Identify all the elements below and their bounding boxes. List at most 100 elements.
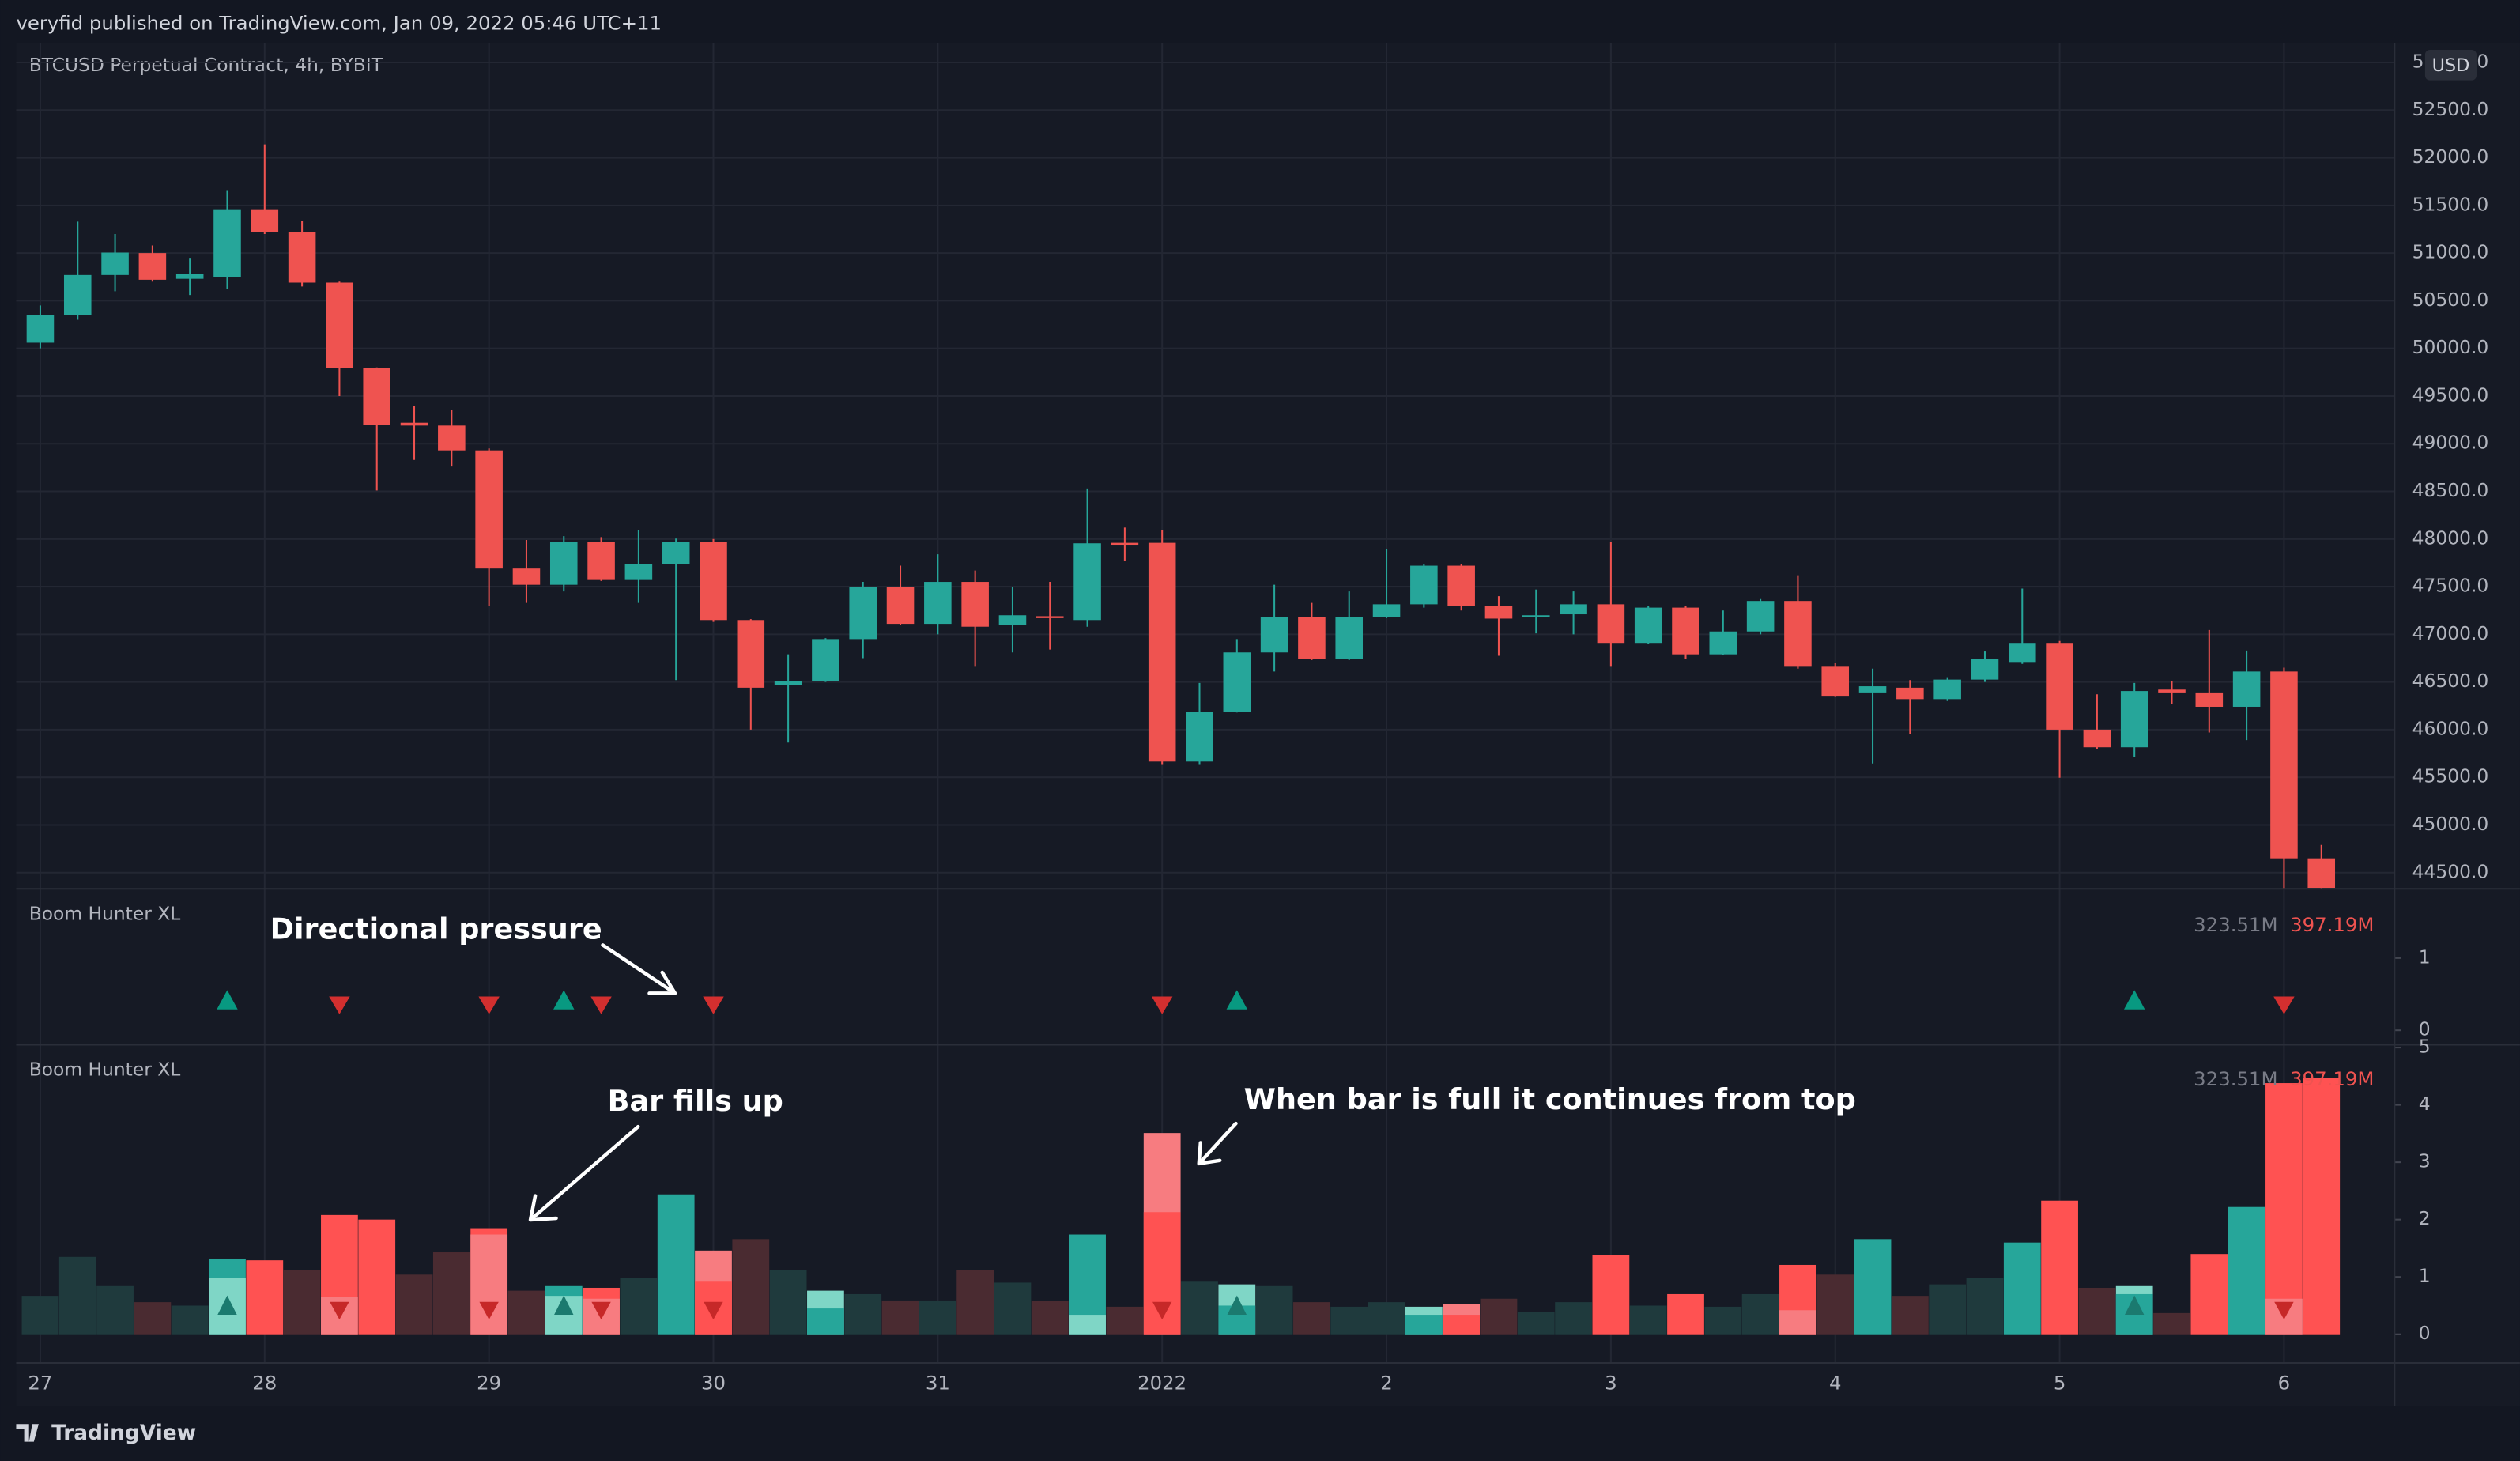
bar [395, 1274, 433, 1335]
bar-fill [1779, 1310, 1816, 1335]
bar [432, 1252, 470, 1335]
bar [1592, 1255, 1630, 1335]
y-tick-label: 47500.0 [2412, 575, 2489, 597]
arrow [1197, 1121, 1238, 1166]
signal-down [478, 996, 500, 1014]
candle-body [1372, 604, 1401, 617]
currency-badge [2424, 50, 2477, 81]
candle-body [1821, 666, 1850, 697]
x-tick-label: 2 [1380, 1371, 1393, 1394]
bar [2041, 1200, 2078, 1335]
logo [16, 1424, 39, 1442]
bar [2228, 1206, 2265, 1335]
candle-body [849, 587, 877, 640]
footer-logo [16, 1424, 39, 1442]
chart-area [16, 43, 2520, 1406]
y-tick-label: 48000.0 [2412, 527, 2489, 549]
x-tick-label: 31 [926, 1371, 950, 1394]
y-tick-label: 45500.0 [2412, 765, 2489, 787]
x-tick-label: 29 [477, 1371, 501, 1394]
candle-body [512, 568, 541, 585]
candle-body [475, 450, 503, 569]
bar [1517, 1312, 1555, 1335]
bar [620, 1278, 658, 1335]
readout: 323.51M [2194, 1067, 2277, 1090]
y-tick-label: 0 [2419, 1018, 2431, 1040]
bar [2303, 1078, 2341, 1335]
signal-up [217, 990, 238, 1010]
candle-body [1260, 617, 1288, 653]
bar [1480, 1298, 1518, 1335]
y-tick-label: 3 [2419, 1150, 2431, 1172]
candle-body [662, 542, 690, 564]
bar [881, 1300, 919, 1335]
signal-down [2273, 996, 2295, 1014]
annotation: Bar fills up [608, 1084, 783, 1118]
y-tick-label: 1 [2419, 946, 2431, 968]
candle-body [1522, 615, 1550, 617]
candles [26, 144, 2336, 889]
candle-body [1111, 542, 1139, 546]
bar [1667, 1293, 1704, 1335]
arrow [528, 1124, 640, 1222]
candle-body [886, 587, 915, 625]
candle-body [400, 422, 428, 426]
candle-body [26, 315, 55, 343]
bar [1629, 1305, 1667, 1335]
candle-body [2046, 643, 2073, 730]
bar-signal-down [591, 1301, 611, 1320]
signal-up [1226, 990, 1248, 1010]
readout: 397.19M [2290, 1067, 2374, 1090]
candle-body [1858, 686, 1887, 693]
y-tick-label: 45000.0 [2412, 813, 2489, 835]
candle-body [998, 615, 1027, 625]
candle-body [1447, 565, 1475, 606]
x-tick-label: 5 [2054, 1371, 2066, 1394]
y-tick-label: 51000.0 [2412, 241, 2489, 263]
candle-body [2195, 692, 2224, 707]
y-tick-label: 52500.0 [2412, 98, 2489, 120]
candle-body [774, 681, 802, 685]
bar-signal-down [2274, 1301, 2294, 1320]
candle-body [1148, 542, 1176, 762]
y-tick-label: 2 [2419, 1207, 2431, 1229]
bar [1106, 1306, 1144, 1335]
candle-body [2232, 671, 2261, 707]
bar [1031, 1301, 1069, 1335]
bar [2265, 1083, 2303, 1335]
candle-body [1036, 616, 1064, 618]
bar-signal-up [217, 1295, 237, 1315]
candle-body [251, 209, 279, 232]
bar [1854, 1239, 1892, 1335]
candle-body [549, 542, 578, 585]
annotation: Directional pressure [270, 912, 602, 946]
bar [171, 1305, 209, 1335]
symbol-title: BTCUSD Perpetual Contract, 4h, BYBIT [29, 54, 383, 76]
signal-up [553, 990, 575, 1010]
x-tick-label: 30 [701, 1371, 726, 1394]
bar [58, 1256, 96, 1335]
candle-body [961, 582, 989, 627]
candle-body [2270, 671, 2298, 859]
candle-body [1223, 652, 1251, 712]
bar [657, 1194, 695, 1335]
candle-body [1746, 601, 1775, 632]
bar [919, 1300, 956, 1335]
signal-down [590, 996, 612, 1014]
bar [21, 1296, 59, 1335]
candle-body [1410, 565, 1438, 605]
bar [358, 1219, 396, 1335]
bar [246, 1260, 284, 1335]
candle-body [1298, 617, 1326, 659]
y-tick-label: 1 [2419, 1265, 2431, 1287]
bar [844, 1293, 882, 1335]
y-tick-label: 50000.0 [2412, 336, 2489, 358]
candle-body [700, 542, 727, 621]
y-tick-label: 4 [2419, 1093, 2431, 1115]
grid [16, 43, 2401, 1363]
bar [1816, 1274, 1854, 1335]
bar [134, 1302, 172, 1335]
candle-body [587, 542, 615, 580]
arrows [528, 943, 1238, 1222]
bar [1255, 1285, 1293, 1335]
